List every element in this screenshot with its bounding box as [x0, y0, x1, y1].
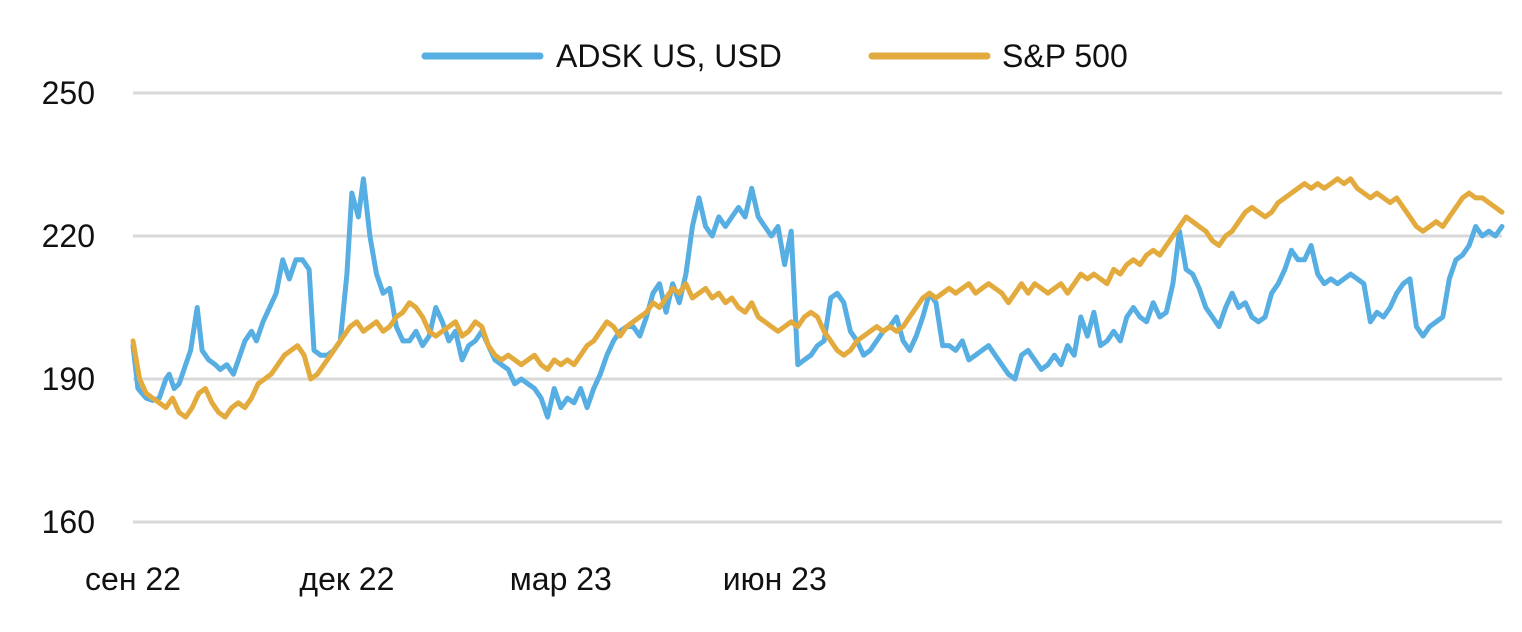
series-lines: [130, 176, 1505, 420]
legend-label: S&P 500: [1002, 38, 1128, 74]
y-tick-label: 250: [42, 75, 95, 111]
series-line-sp500: [130, 176, 1505, 420]
legend-label: ADSK US, USD: [556, 38, 782, 74]
x-tick-label: дек 22: [299, 561, 394, 597]
x-tick-label: июн 23: [723, 561, 827, 597]
y-tick-label: 160: [42, 504, 95, 540]
gridlines: [133, 91, 1502, 524]
x-tick-label: мар 23: [510, 561, 612, 597]
y-axis: 160 190 220 250: [42, 75, 95, 540]
legend: ADSK US, USD S&P 500: [421, 38, 1128, 74]
x-tick-label: сен 22: [85, 561, 181, 597]
series-line-adsk: [130, 176, 1505, 420]
y-tick-label: 190: [42, 361, 95, 397]
y-tick-label: 220: [42, 218, 95, 254]
x-axis: сен 22 дек 22 мар 23 июн 23: [85, 561, 827, 597]
